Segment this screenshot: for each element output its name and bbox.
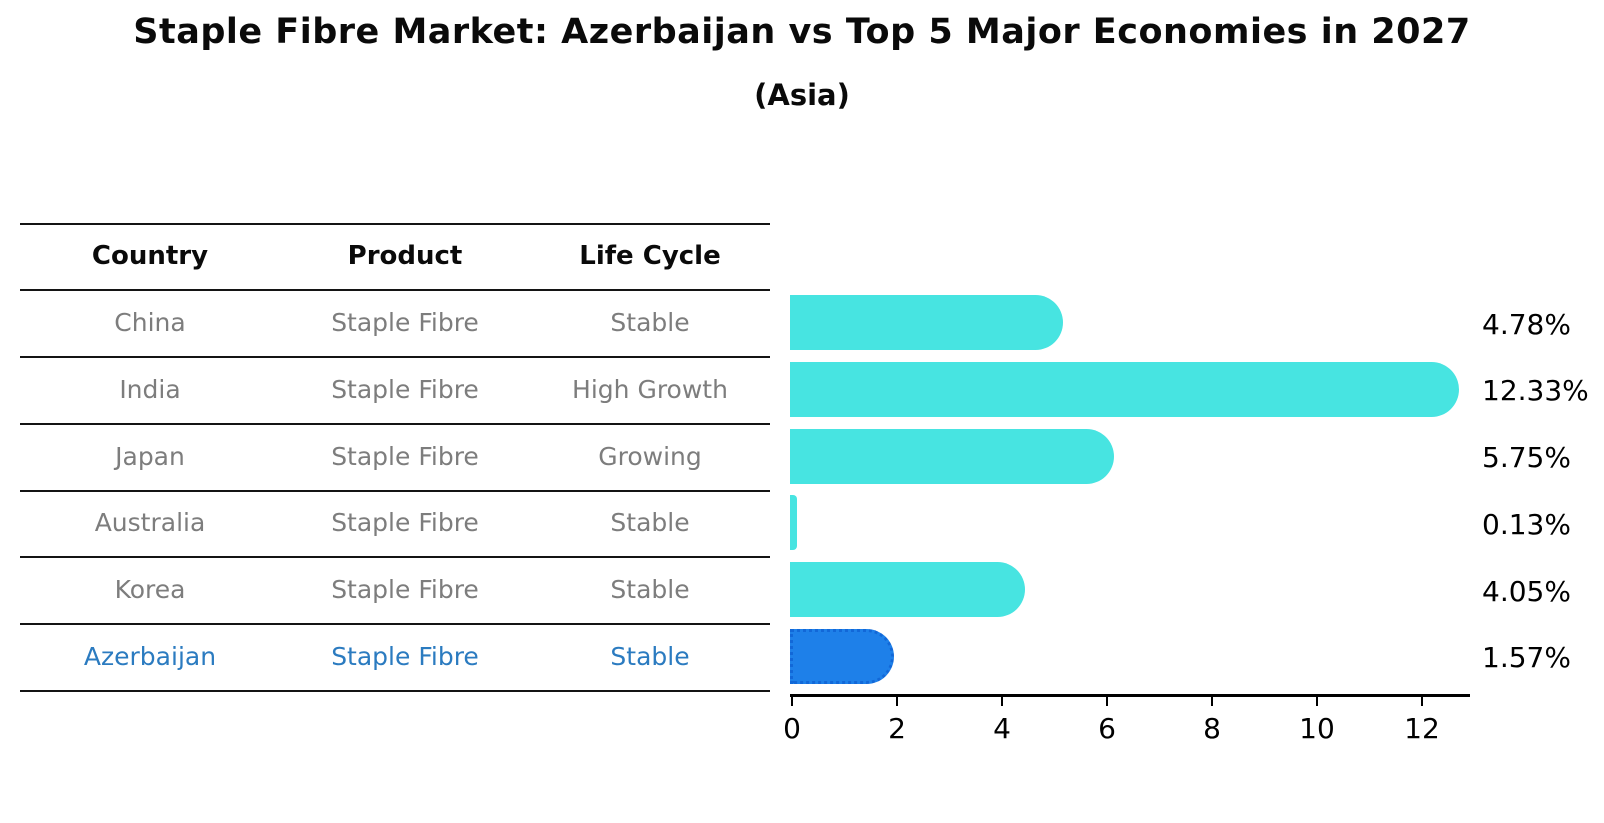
cell-product: Staple Fibre xyxy=(331,374,479,404)
cell-product: Staple Fibre xyxy=(331,575,479,605)
table-header-row: Country Product Life Cycle xyxy=(20,223,770,290)
cell-life-cycle: Stable xyxy=(610,508,690,538)
cell-life-cycle: Stable xyxy=(610,575,690,605)
x-tick-label-0: 0 xyxy=(783,712,801,745)
x-tick-label-10: 10 xyxy=(1299,712,1335,745)
table-divider-line xyxy=(20,422,770,425)
table-divider-line xyxy=(20,489,770,492)
value-label-azerbaijan: 1.57% xyxy=(1482,641,1571,675)
x-tick-6 xyxy=(1106,697,1108,706)
cell-product: Staple Fibre xyxy=(331,441,479,471)
bar-azerbaijan xyxy=(790,628,895,684)
value-label-australia: 0.13% xyxy=(1482,507,1571,541)
x-tick-12 xyxy=(1421,697,1423,706)
table-divider-line xyxy=(20,623,770,625)
table-divider-line xyxy=(20,689,770,692)
cell-life-cycle: High Growth xyxy=(572,374,728,404)
table-divider-line xyxy=(20,222,770,225)
value-label-korea: 4.05% xyxy=(1482,574,1571,608)
cell-life-cycle: Stable xyxy=(610,641,690,671)
table-row-japan: Japan Staple Fibre Growing xyxy=(20,423,770,490)
bar-india xyxy=(790,361,1460,417)
cell-country: India xyxy=(119,374,181,404)
cell-country: China xyxy=(114,308,186,338)
cell-country: Australia xyxy=(94,508,206,538)
x-tick-8 xyxy=(1211,697,1213,706)
bar-china xyxy=(790,295,1063,351)
x-axis-line xyxy=(790,694,1470,697)
cell-product: Staple Fibre xyxy=(331,641,479,671)
table-divider-line xyxy=(20,356,770,358)
cell-country: Japan xyxy=(115,441,185,471)
bar-australia xyxy=(790,495,797,551)
header-cell-country: Country xyxy=(91,240,209,271)
bar-korea xyxy=(790,562,1025,618)
bar-japan xyxy=(790,428,1114,484)
table-divider-line xyxy=(20,556,770,559)
cell-country: Azerbaijan xyxy=(83,641,217,671)
table-row-azerbaijan: Azerbaijan Staple Fibre Stable xyxy=(20,623,770,690)
x-tick-10 xyxy=(1316,697,1318,706)
table-divider-line xyxy=(20,289,770,292)
table-row-china: China Staple Fibre Stable xyxy=(20,289,770,356)
x-tick-label-2: 2 xyxy=(888,712,906,745)
cell-product: Staple Fibre xyxy=(331,508,479,538)
header-cell-product: Product xyxy=(347,240,463,271)
table-row-india: India Staple Fibre High Growth xyxy=(20,356,770,423)
cell-country: Korea xyxy=(114,575,186,605)
x-tick-label-12: 12 xyxy=(1404,712,1440,745)
chart-subtitle: (Asia) xyxy=(754,78,850,112)
x-tick-label-8: 8 xyxy=(1203,712,1221,745)
header-cell-life-cycle: Life Cycle xyxy=(579,240,721,271)
x-tick-0 xyxy=(791,697,793,706)
cell-product: Staple Fibre xyxy=(331,308,479,338)
x-tick-label-4: 4 xyxy=(993,712,1011,745)
value-label-japan: 5.75% xyxy=(1482,441,1571,475)
x-tick-2 xyxy=(896,697,898,706)
x-tick-label-6: 6 xyxy=(1098,712,1116,745)
cell-life-cycle: Growing xyxy=(598,441,702,471)
value-label-china: 4.78% xyxy=(1482,307,1571,341)
chart-title: Staple Fibre Market: Azerbaijan vs Top 5… xyxy=(133,12,1471,52)
table-row-korea: Korea Staple Fibre Stable xyxy=(20,556,770,623)
x-tick-4 xyxy=(1001,697,1003,706)
value-label-india: 12.33% xyxy=(1482,374,1589,408)
table-row-australia: Australia Staple Fibre Stable xyxy=(20,490,770,557)
cell-life-cycle: Stable xyxy=(610,308,690,338)
